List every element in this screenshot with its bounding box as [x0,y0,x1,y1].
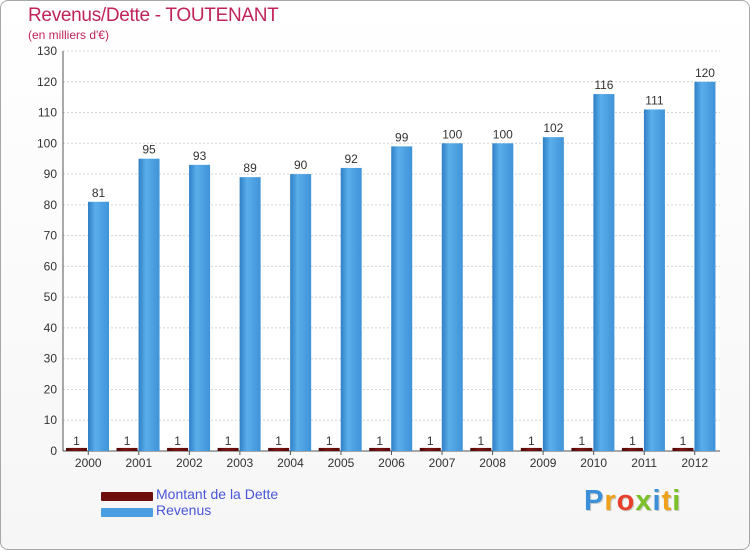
y-tick-label: 10 [44,413,58,427]
legend-label-revenus: Revenus [156,502,212,518]
y-tick-label: 130 [37,44,57,58]
bar-revenus-2008 [492,143,514,452]
legend-swatch-dette [101,492,153,501]
bar-revenus-2004 [290,174,312,452]
data-label-revenus-2009: 102 [543,121,563,135]
bar-dette-2000 [66,447,87,451]
bar-dette-2001 [116,447,138,451]
logo-letter: i [672,485,682,517]
y-tick-label: 120 [37,75,57,89]
y-tick-label: 0 [50,444,57,458]
data-label-dette-2008: 1 [477,434,484,448]
data-label-revenus-2004: 90 [294,158,308,172]
bar-dette-2006 [369,447,391,451]
x-tick-label-2008: 2008 [479,456,506,470]
data-label-revenus-2012: 120 [695,66,715,80]
x-tick-label-2001: 2001 [125,456,152,470]
y-tick-label: 50 [44,290,58,304]
bar-revenus-2010 [593,94,615,452]
data-label-dette-2003: 1 [225,434,232,448]
legend-swatch-revenus [101,508,153,517]
logo-letter: P [584,485,605,517]
data-label-dette-2000: 1 [73,434,80,448]
x-tick-label-2005: 2005 [328,456,355,470]
data-label-dette-2009: 1 [528,434,535,448]
x-tick-label-2012: 2012 [681,456,708,470]
logo-letter: x [635,485,653,517]
bar-revenus-2003 [239,177,261,451]
proxiti-logo: Proxiti [584,485,681,518]
data-label-revenus-2005: 92 [345,152,359,166]
bar-revenus-2012 [694,81,716,452]
logo-letter: t [661,485,673,517]
y-tick-label: 100 [37,136,57,150]
bar-revenus-2002 [189,164,211,451]
y-tick-label: 90 [44,167,58,181]
bar-dette-2003 [217,447,239,451]
bar-revenus-2007 [441,143,463,452]
bar-dette-2008 [470,447,492,451]
chart-subtitle: (en milliers d'€) [28,28,109,42]
data-label-revenus-2003: 89 [243,161,257,175]
x-tick-label-2004: 2004 [277,456,304,470]
data-label-revenus-2008: 100 [493,127,513,141]
data-label-revenus-2002: 93 [193,149,207,163]
x-tick-label-2003: 2003 [227,456,254,470]
data-label-dette-2006: 1 [376,434,383,448]
bar-revenus-2009 [542,137,564,451]
data-label-revenus-2010: 116 [594,78,613,92]
data-label-dette-2001: 1 [124,434,131,448]
data-label-revenus-2006: 99 [395,130,409,144]
data-label-dette-2012: 1 [680,434,687,448]
data-label-dette-2004: 1 [275,434,282,448]
bar-dette-2009 [520,447,542,451]
bar-dette-2012 [672,447,694,451]
x-tick-label-2007: 2007 [429,456,456,470]
x-tick-label-2000: 2000 [75,456,102,470]
bar-dette-2005 [318,447,340,451]
data-label-dette-2002: 1 [174,434,181,448]
y-tick-label: 60 [44,259,58,273]
bar-dette-2010 [571,447,593,451]
y-tick-label: 70 [44,229,58,243]
x-tick-label-2011: 2011 [631,456,657,470]
bar-dette-2011 [621,447,643,451]
bar-revenus-2011 [643,109,665,451]
legend-label-dette: Montant de la Dette [156,486,279,502]
bar-revenus-2006 [391,146,413,451]
y-tick-label: 40 [44,321,58,335]
y-tick-label: 80 [44,198,58,212]
logo-letter: i [652,485,662,517]
chart-title: Revenus/Dette - TOUTENANT [28,5,279,26]
data-label-revenus-2001: 95 [142,143,156,157]
x-tick-label-2010: 2010 [580,456,607,470]
x-tick-label-2009: 2009 [530,456,557,470]
y-tick-label: 110 [38,106,57,120]
x-tick-label-2006: 2006 [378,456,405,470]
bar-dette-2004 [268,447,290,451]
bar-dette-2002 [167,447,189,451]
bar-revenus-2000 [88,201,109,451]
logo-letter: o [616,485,636,517]
data-label-dette-2010: 1 [579,434,586,448]
bar-revenus-2001 [138,158,160,451]
data-label-revenus-2011: 111 [645,93,664,107]
bar-dette-2007 [419,447,441,451]
y-tick-label: 30 [44,352,58,366]
logo-letter: r [604,485,617,517]
bar-revenus-2005 [340,167,362,451]
x-tick-label-2002: 2002 [176,456,203,470]
data-label-dette-2007: 1 [427,434,434,448]
data-label-revenus-2007: 100 [442,127,462,141]
data-label-dette-2005: 1 [326,434,333,448]
data-label-revenus-2000: 81 [92,186,106,200]
data-label-dette-2011: 1 [629,434,636,448]
y-tick-label: 20 [44,382,58,396]
